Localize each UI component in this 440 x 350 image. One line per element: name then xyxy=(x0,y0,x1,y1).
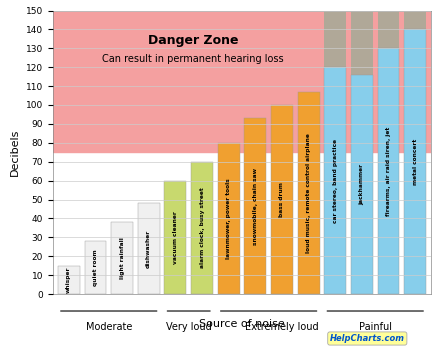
Bar xyxy=(111,222,133,294)
Bar xyxy=(138,203,160,294)
Text: firearms, air raid siren, jet: firearms, air raid siren, jet xyxy=(386,126,391,216)
Text: Extremely loud: Extremely loud xyxy=(245,322,319,332)
Text: Danger Zone: Danger Zone xyxy=(147,34,238,47)
Text: light rainfall: light rainfall xyxy=(120,237,125,279)
Bar xyxy=(58,266,80,294)
Bar xyxy=(351,75,373,294)
Text: Can result in permanent hearing loss: Can result in permanent hearing loss xyxy=(102,54,284,64)
Bar xyxy=(271,105,293,294)
Bar xyxy=(298,92,319,294)
Bar xyxy=(378,48,400,294)
Text: Moderate: Moderate xyxy=(85,322,132,332)
Text: loud music, remote control airplane: loud music, remote control airplane xyxy=(306,133,311,253)
Y-axis label: Decibels: Decibels xyxy=(10,128,20,176)
Text: dishwasher: dishwasher xyxy=(146,230,151,268)
Text: lawnmower, power tools: lawnmower, power tools xyxy=(226,178,231,259)
Bar xyxy=(324,67,346,294)
Text: car stereo, band practice: car stereo, band practice xyxy=(333,139,338,223)
Bar xyxy=(165,181,186,294)
Bar xyxy=(84,241,106,294)
Bar xyxy=(244,118,266,294)
Text: whisper: whisper xyxy=(66,267,71,293)
Bar xyxy=(218,143,240,294)
Text: bass drum: bass drum xyxy=(279,182,285,217)
Text: Painful: Painful xyxy=(359,322,392,332)
Text: snowmobile, chain saw: snowmobile, chain saw xyxy=(253,168,258,245)
Bar xyxy=(351,10,373,294)
Text: quiet room: quiet room xyxy=(93,249,98,286)
Bar xyxy=(53,10,431,152)
Text: jackhammer: jackhammer xyxy=(359,164,364,205)
Text: metal concert: metal concert xyxy=(413,139,418,185)
Bar xyxy=(191,162,213,294)
Text: alarm clock, busy street: alarm clock, busy street xyxy=(199,188,205,268)
Text: Very loud: Very loud xyxy=(166,322,212,332)
Bar xyxy=(378,10,400,294)
X-axis label: Source of noise: Source of noise xyxy=(199,319,285,329)
Bar xyxy=(324,10,346,294)
Bar xyxy=(404,29,426,294)
Bar xyxy=(404,10,426,294)
Text: vacuum cleaner: vacuum cleaner xyxy=(173,211,178,264)
Text: HelpCharts.com: HelpCharts.com xyxy=(330,334,405,343)
